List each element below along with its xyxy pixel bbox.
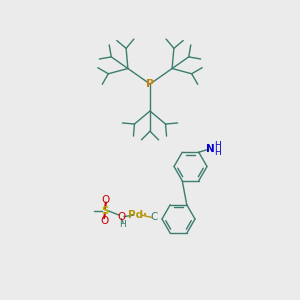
Text: C: C <box>151 212 158 223</box>
Text: S: S <box>101 206 109 216</box>
Text: N: N <box>206 144 215 154</box>
Text: O: O <box>117 212 126 222</box>
Text: P: P <box>146 79 154 89</box>
Text: H: H <box>214 141 221 150</box>
Text: H: H <box>120 220 126 229</box>
Text: H: H <box>214 148 221 157</box>
Text: Pd·: Pd· <box>128 210 148 220</box>
Text: O: O <box>100 215 108 226</box>
Text: O: O <box>102 195 110 205</box>
